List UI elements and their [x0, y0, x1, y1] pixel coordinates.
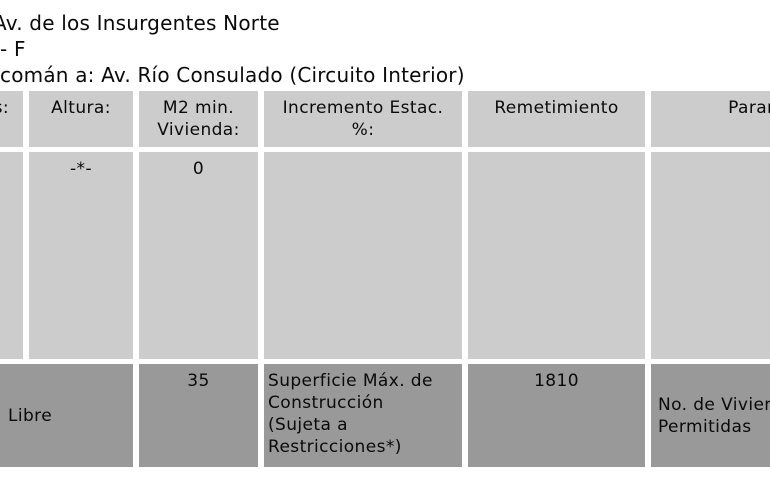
address-line-suffix: - F — [0, 37, 26, 61]
cell-superficie-max-construccion: Superficie Máx. de Construcción (Sujeta … — [264, 364, 462, 467]
cell-niveles-value — [0, 152, 23, 359]
address-line-crossing: comán a: Av. Río Consulado (Circuito Int… — [0, 63, 465, 87]
cell-m2-min-vivienda-dark: 35 — [139, 364, 258, 467]
cell-no-viviendas-permitidas: No. de Viviendas Permitidas — [651, 364, 770, 467]
header-niveles: Niveles: — [0, 91, 23, 147]
header-paramento: Paramento — [651, 91, 770, 147]
zoning-table: Niveles: Altura: M2 min. Vivienda: Incre… — [0, 86, 770, 472]
cell-m2-min-vivienda-value: 0 — [139, 152, 258, 359]
cell-paramento-value — [651, 152, 770, 359]
table-row-dark: Libre 35 Superficie Máx. de Construcción… — [0, 364, 770, 467]
cell-incremento-estac-value — [264, 152, 462, 359]
cell-remetimiento-value — [468, 152, 645, 359]
cell-altura-value: -*- — [29, 152, 133, 359]
table-row-values: -*- 0 — [0, 152, 770, 359]
header-m2-min-vivienda: M2 min. Vivienda: — [139, 91, 258, 147]
cell-altura-libre: Libre — [0, 364, 133, 467]
cell-remetimiento-dark: 1810 — [468, 364, 645, 467]
table-header-row: Niveles: Altura: M2 min. Vivienda: Incre… — [0, 91, 770, 147]
property-address-block: Av. de los Insurgentes Norte - F comán a… — [0, 10, 465, 88]
header-remetimiento: Remetimiento — [468, 91, 645, 147]
address-line-street: Av. de los Insurgentes Norte — [0, 11, 280, 35]
header-altura: Altura: — [29, 91, 133, 147]
header-incremento-estac: Incremento Estac. %: — [264, 91, 462, 147]
